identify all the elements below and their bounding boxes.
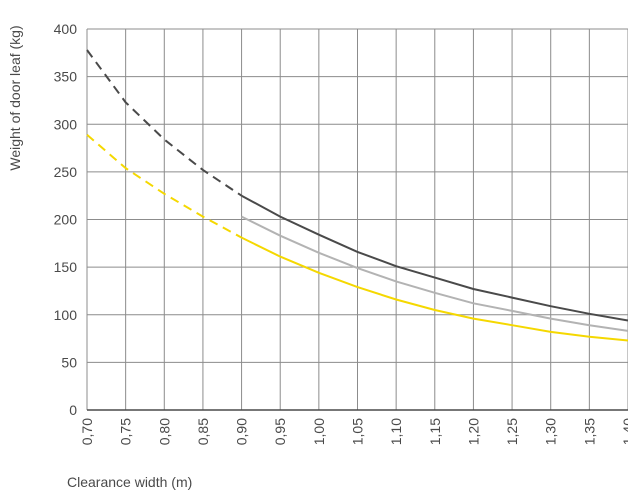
x-tick-label: 1,10 [388, 418, 404, 445]
x-tick-label: 1,35 [581, 418, 597, 445]
x-tick-label: 0,70 [79, 418, 95, 445]
x-tick-label: 1,05 [350, 418, 366, 445]
grid [86, 28, 628, 410]
x-tick-label: 1,15 [427, 418, 443, 445]
series-1-line [241, 194, 628, 322]
y-tick-labels: 0 50 100 150 200 250 300 350 400 [54, 21, 78, 418]
y-tick-label: 250 [54, 164, 78, 180]
x-tick-label: 0,80 [156, 418, 172, 445]
x-tick-labels: 0,70 0,75 0,80 0,85 0,90 0,95 1,00 1,05 1,10 1,15… [79, 418, 628, 445]
y-tick-label: 50 [61, 354, 77, 370]
y-tick-label: 0 [69, 402, 77, 418]
x-tick-label: 1,00 [311, 418, 327, 445]
series-3-line [241, 236, 628, 342]
x-tick-label: 0,85 [195, 418, 211, 445]
x-tick-label: 1,25 [504, 418, 520, 445]
series-1-dashed-line [86, 49, 243, 197]
series-2-line [241, 215, 628, 332]
x-axis-title: Clearance width (m) [67, 474, 192, 490]
y-tick-label: 100 [54, 307, 78, 323]
y-axis-title: Weight of door leaf (kg) [7, 25, 23, 170]
y-tick-label: 350 [54, 69, 78, 85]
x-tick-label: 0,90 [234, 418, 250, 445]
x-tick-label: 0,95 [272, 418, 288, 445]
y-tick-label: 150 [54, 259, 78, 275]
y-tick-label: 400 [54, 21, 78, 37]
y-tick-label: 300 [54, 116, 78, 132]
series-3-dashed-line [86, 133, 243, 239]
series-layer [86, 49, 628, 342]
y-tick-label: 200 [54, 212, 78, 228]
x-tick-label: 1,30 [543, 418, 559, 445]
x-tick-label: 1,40 [620, 418, 628, 445]
x-tick-label: 0,75 [118, 418, 134, 445]
x-tick-label: 1,20 [465, 418, 481, 445]
